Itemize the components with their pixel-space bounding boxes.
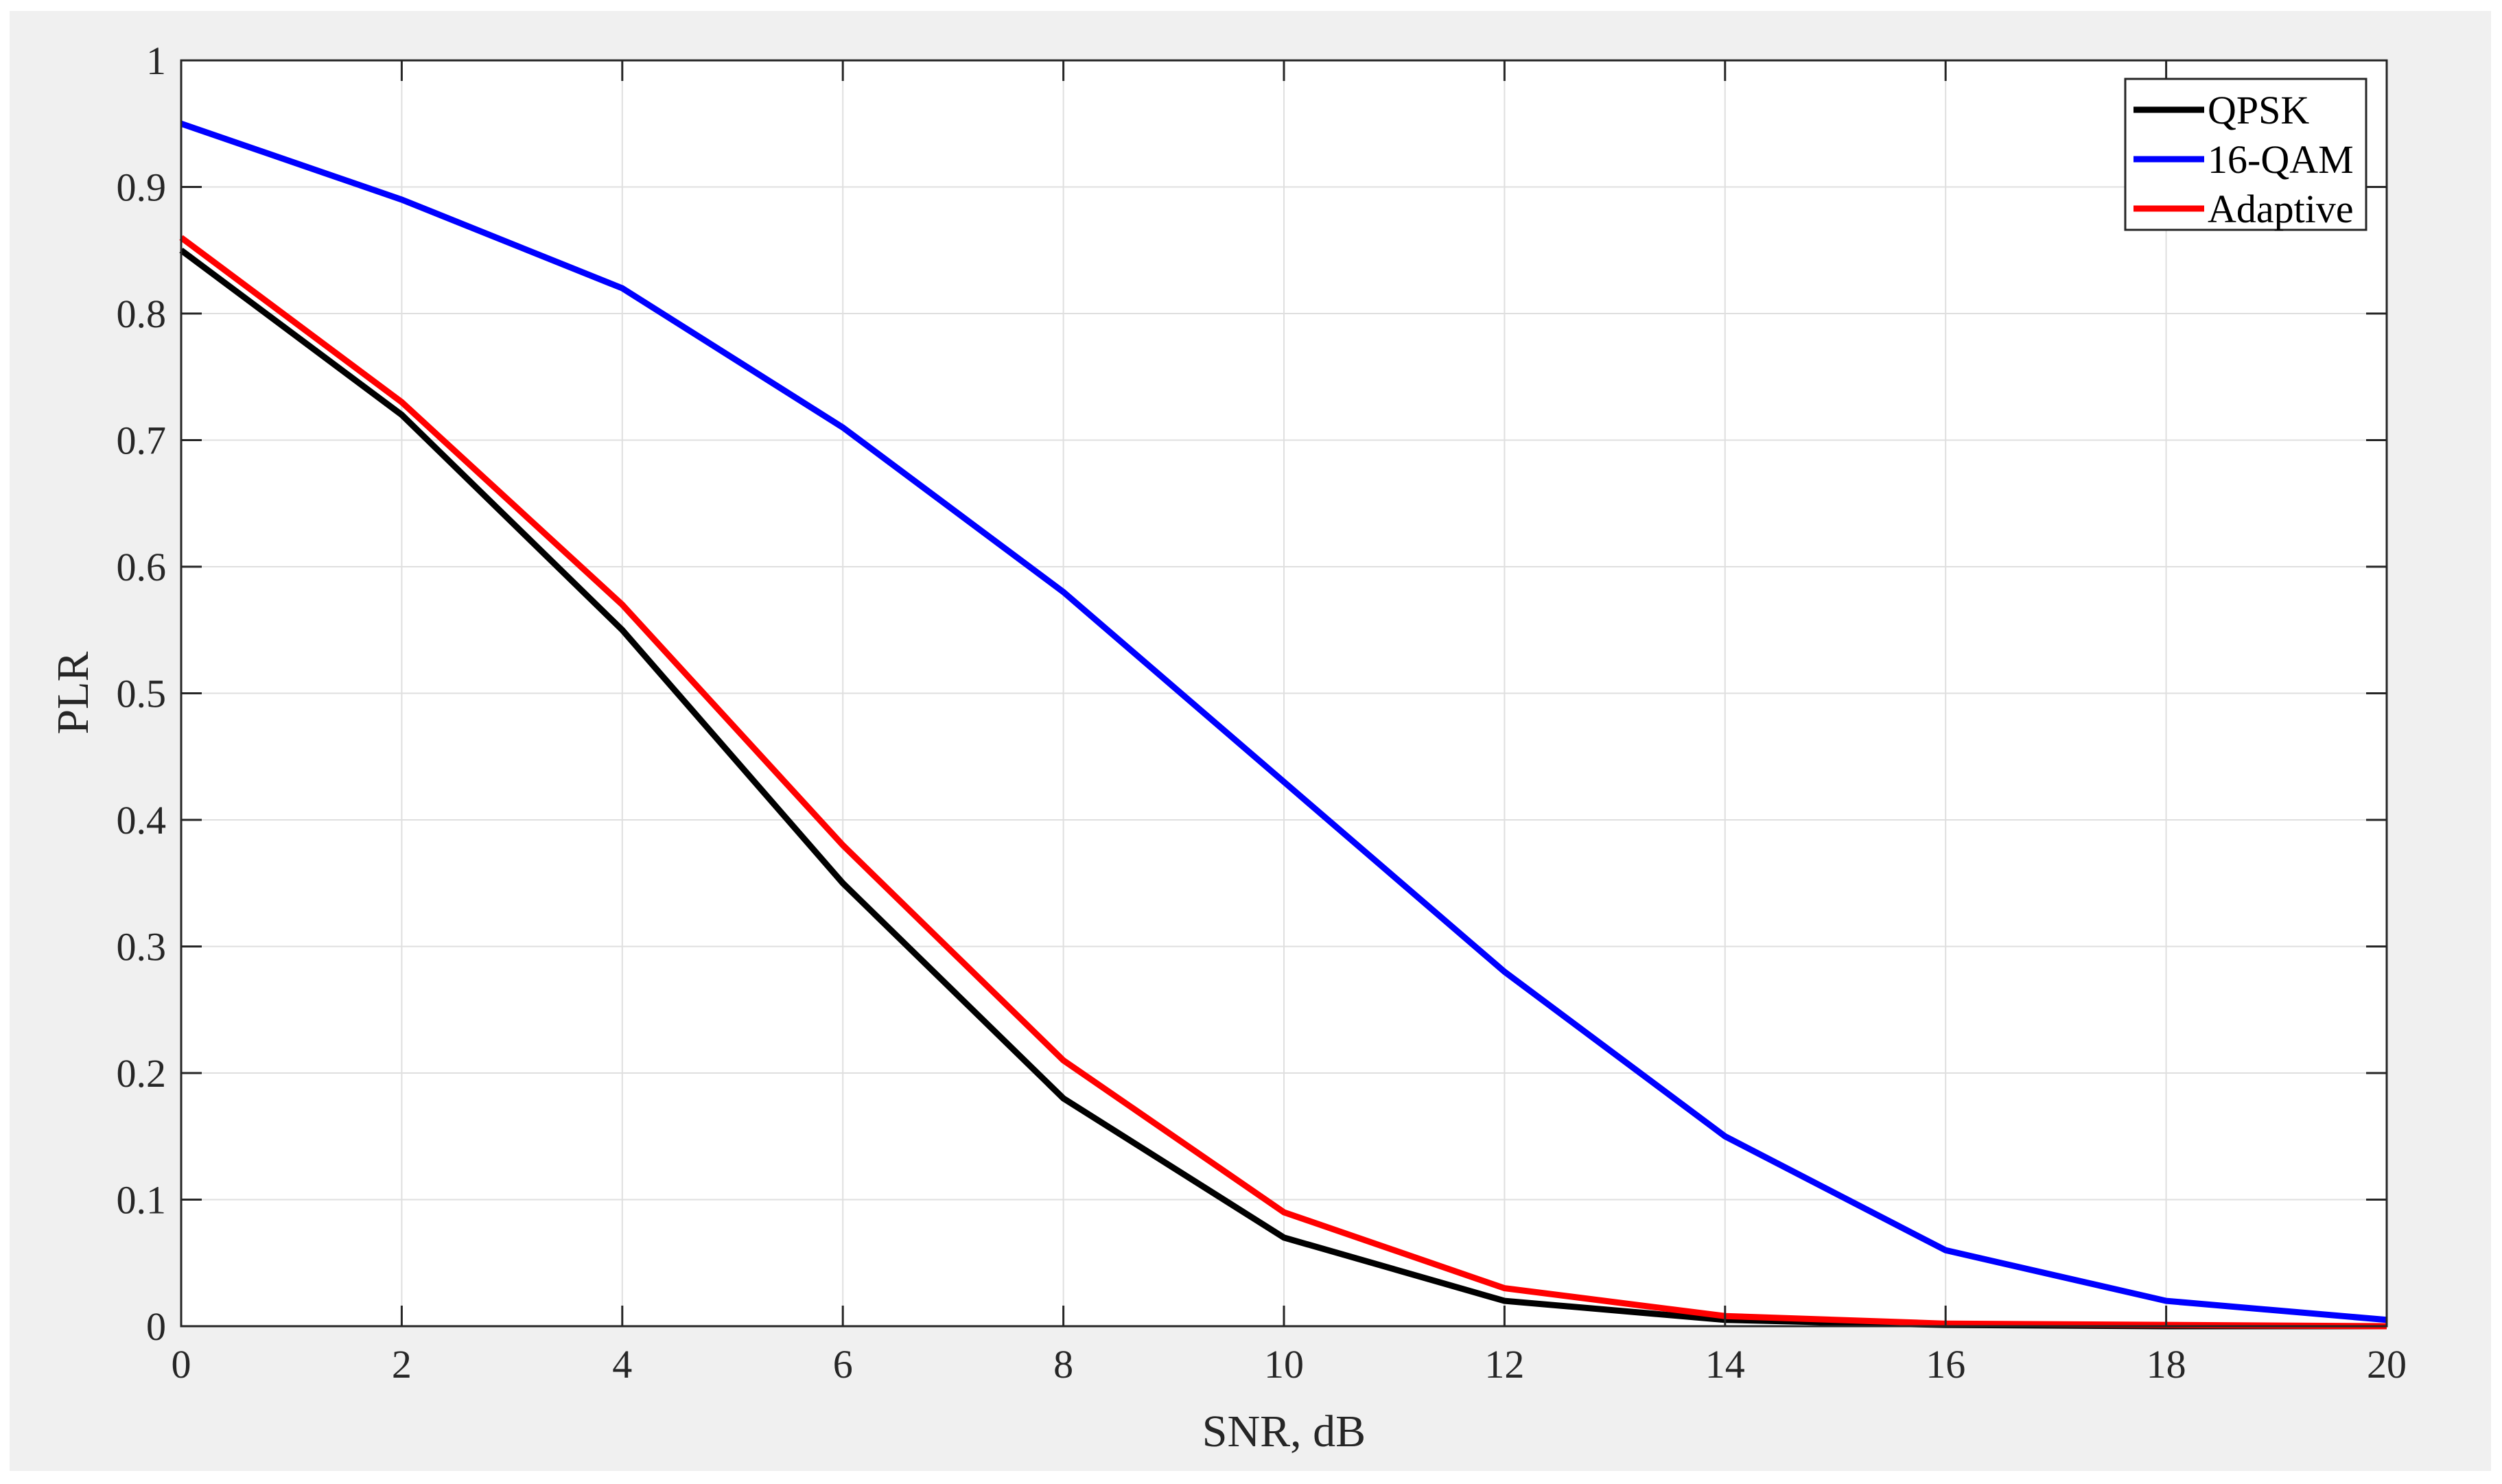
y-tick-label: 0.8 xyxy=(117,292,167,336)
x-tick-label: 8 xyxy=(1053,1342,1073,1387)
legend: QPSK 16-QAM Adaptive xyxy=(2124,78,2367,231)
x-axis-label: SNR, dB xyxy=(1202,1406,1366,1457)
legend-label: 16-QAM xyxy=(2208,137,2354,182)
y-tick-label: 0.1 xyxy=(117,1178,167,1223)
x-tick-label: 4 xyxy=(612,1342,632,1387)
y-tick-label: 0.3 xyxy=(117,925,167,969)
axis-ticks xyxy=(180,59,2388,1328)
x-tick-label: 12 xyxy=(1484,1342,1524,1387)
y-tick-label: 0.5 xyxy=(117,672,167,716)
y-tick-label: 0.9 xyxy=(117,165,167,210)
y-axis-label: PLR xyxy=(48,651,98,734)
y-tick-label: 1 xyxy=(146,38,166,83)
x-tick-label: 0 xyxy=(172,1342,191,1387)
y-tick-label: 0.6 xyxy=(117,545,167,589)
series-line-16-qam xyxy=(180,120,2387,1323)
y-tick-label: 0.2 xyxy=(117,1051,167,1096)
legend-label: QPSK xyxy=(2208,88,2309,132)
legend-box xyxy=(2124,78,2367,231)
x-tick-label: 14 xyxy=(1705,1342,1745,1387)
y-tick-label: 0.7 xyxy=(117,419,167,463)
x-tick-label: 6 xyxy=(833,1342,853,1387)
y-tick-labels: 0 0.1 0.2 0.3 0.4 0.5 0.6 0.7 0.8 0.9 1 xyxy=(117,38,167,1349)
y-tick-label: 0 xyxy=(146,1304,166,1349)
x-tick-label: 16 xyxy=(1926,1342,1965,1387)
x-tick-label: 2 xyxy=(392,1342,412,1387)
y-tick-label: 0.4 xyxy=(117,798,167,843)
x-tick-label: 18 xyxy=(2147,1342,2186,1387)
series-line-adaptive xyxy=(179,235,2387,1330)
legend-label: Adaptive xyxy=(2208,187,2354,231)
x-tick-label: 20 xyxy=(2367,1342,2407,1387)
x-tick-label: 10 xyxy=(1264,1342,1304,1387)
x-tick-labels: 0 2 4 6 8 10 12 14 16 18 20 xyxy=(172,1342,2407,1387)
